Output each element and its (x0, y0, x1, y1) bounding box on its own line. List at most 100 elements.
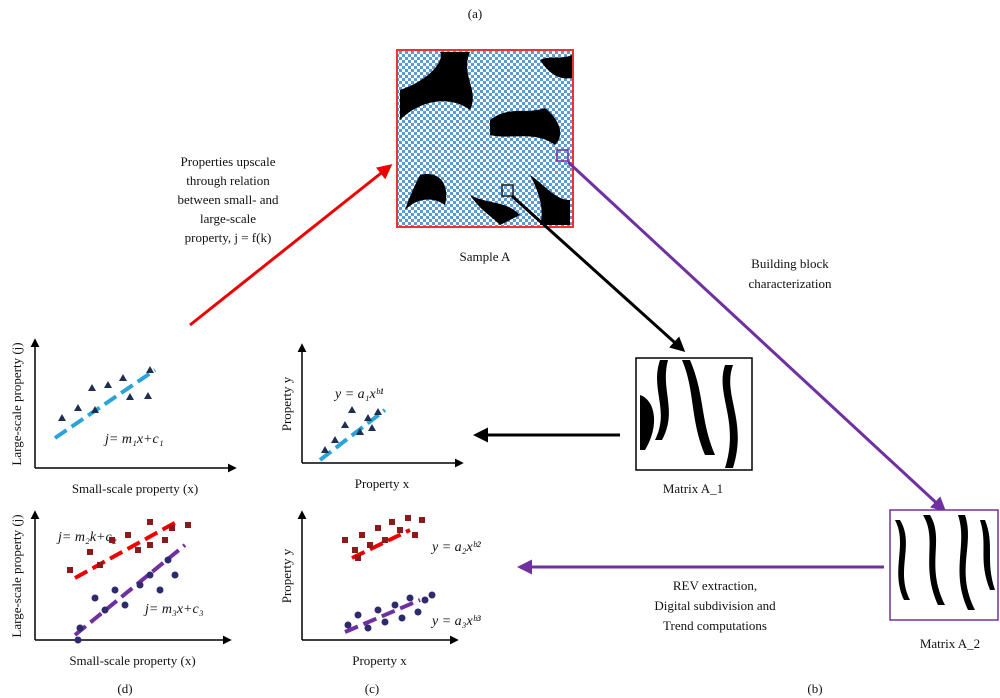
matrix1-label: Matrix A_1 (663, 481, 723, 496)
marker (375, 607, 382, 614)
marker (389, 519, 395, 525)
marker (355, 612, 362, 619)
marker (87, 549, 93, 555)
equation: j= m₃x+c₃ (143, 602, 204, 617)
marker (147, 542, 153, 548)
matrix2-image (890, 510, 998, 620)
panel-label: (b) (807, 681, 822, 696)
axis-label: Large-scale property (j) (9, 342, 24, 465)
marker (147, 572, 154, 579)
marker (375, 525, 381, 531)
equation: y = a₃xᵇ³ (430, 614, 482, 629)
rev-note: Digital subdivision and (654, 598, 776, 613)
marker (88, 384, 96, 391)
marker (397, 527, 403, 533)
marker (382, 537, 388, 543)
marker (368, 424, 376, 431)
marker (345, 622, 352, 629)
marker (58, 414, 66, 421)
marker (147, 519, 153, 525)
characterization-note: Building block (751, 256, 829, 271)
marker (112, 587, 119, 594)
marker (144, 392, 152, 399)
rev-note: REV extraction, (673, 578, 757, 593)
marker (348, 406, 356, 413)
marker (146, 366, 154, 373)
marker (169, 525, 175, 531)
axis-label: Small-scale property (x) (72, 481, 198, 496)
marker (364, 414, 372, 421)
marker (172, 572, 179, 579)
marker (119, 374, 127, 381)
equation: y = a₂xᵇ² (430, 540, 482, 555)
marker (109, 537, 115, 543)
extract-arrow (512, 196, 683, 350)
marker (341, 421, 349, 428)
marker (104, 381, 112, 388)
equation: y = a₁xᵇ¹ (333, 387, 384, 402)
matrix2-label: Matrix A_2 (920, 636, 980, 651)
upscale-arrow (190, 166, 390, 325)
marker (429, 592, 436, 599)
sample-image (397, 50, 573, 227)
upscale-note: between small- and (177, 192, 279, 207)
axis-label: Large-scale property (j) (9, 514, 24, 637)
marker (367, 542, 373, 548)
marker (157, 587, 164, 594)
marker (122, 602, 129, 609)
marker (382, 619, 389, 626)
matrix1-image (636, 358, 752, 470)
equation: j= m₁x+c₁ (103, 432, 164, 447)
marker (331, 436, 339, 443)
marker (352, 547, 358, 553)
marker (415, 609, 422, 616)
marker (321, 446, 329, 453)
marker (75, 637, 82, 644)
marker (125, 532, 131, 538)
axis-label: Property x (352, 653, 407, 668)
axis-label: Property y (279, 376, 294, 431)
panel-label: (c) (365, 681, 379, 696)
marker (162, 537, 168, 543)
upscale-note: through relation (186, 173, 270, 188)
marker (412, 532, 418, 538)
marker (92, 595, 99, 602)
marker (74, 404, 82, 411)
equation: j= m₂k+c₂ (56, 530, 117, 545)
trend-line (320, 410, 385, 460)
panel-label: (a) (468, 6, 482, 21)
marker (405, 515, 411, 521)
marker (365, 625, 372, 632)
marker (342, 537, 348, 543)
upscale-note: large-scale (200, 211, 256, 226)
upscale-note: property, j = f(k) (185, 230, 272, 245)
marker (399, 615, 406, 622)
marker (126, 393, 134, 400)
characterization-note: characterization (749, 276, 832, 291)
marker (419, 517, 425, 523)
marker (407, 595, 414, 602)
rev-note: Trend computations (663, 618, 767, 633)
marker (77, 625, 84, 632)
panel-label: (d) (117, 681, 132, 696)
axis-label: Small-scale property (x) (69, 653, 195, 668)
marker (135, 547, 141, 553)
marker (165, 557, 172, 564)
sample-label: Sample A (460, 249, 512, 264)
marker (97, 562, 103, 568)
marker (374, 408, 382, 415)
marker (67, 567, 73, 573)
marker (185, 522, 191, 528)
axis-label: Property x (355, 476, 410, 491)
characterization-arrow (568, 162, 944, 510)
diagram: (a) Sample A Matrix A_1 Matrix A_2 (b) (… (0, 0, 1000, 698)
marker (392, 602, 399, 609)
axis-label: Property y (279, 548, 294, 603)
marker (422, 597, 429, 604)
trend-line (55, 370, 155, 438)
marker (137, 582, 144, 589)
marker (359, 532, 365, 538)
marker (102, 607, 109, 614)
marker (355, 555, 361, 561)
plots: Large-scale property (j) Small-scale prop… (9, 340, 482, 668)
